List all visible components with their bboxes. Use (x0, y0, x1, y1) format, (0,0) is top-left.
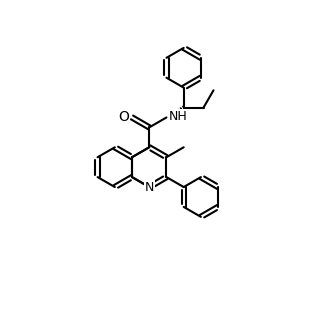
Text: N: N (145, 181, 154, 194)
Text: O: O (118, 110, 129, 124)
Text: NH: NH (168, 110, 187, 123)
